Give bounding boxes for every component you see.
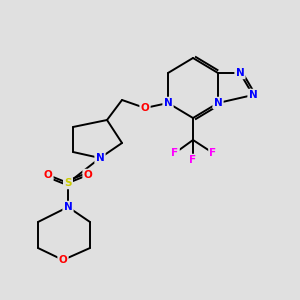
Text: F: F <box>171 148 178 158</box>
Text: N: N <box>249 90 257 100</box>
Text: N: N <box>96 153 104 163</box>
Text: F: F <box>209 148 217 158</box>
Text: S: S <box>64 178 72 188</box>
Text: N: N <box>164 98 172 108</box>
Text: N: N <box>214 98 222 108</box>
Text: O: O <box>141 103 149 113</box>
Text: O: O <box>84 170 92 180</box>
Text: O: O <box>58 255 68 265</box>
Text: N: N <box>236 68 244 78</box>
Text: N: N <box>64 202 72 212</box>
Text: O: O <box>44 170 52 180</box>
Text: F: F <box>189 155 197 165</box>
